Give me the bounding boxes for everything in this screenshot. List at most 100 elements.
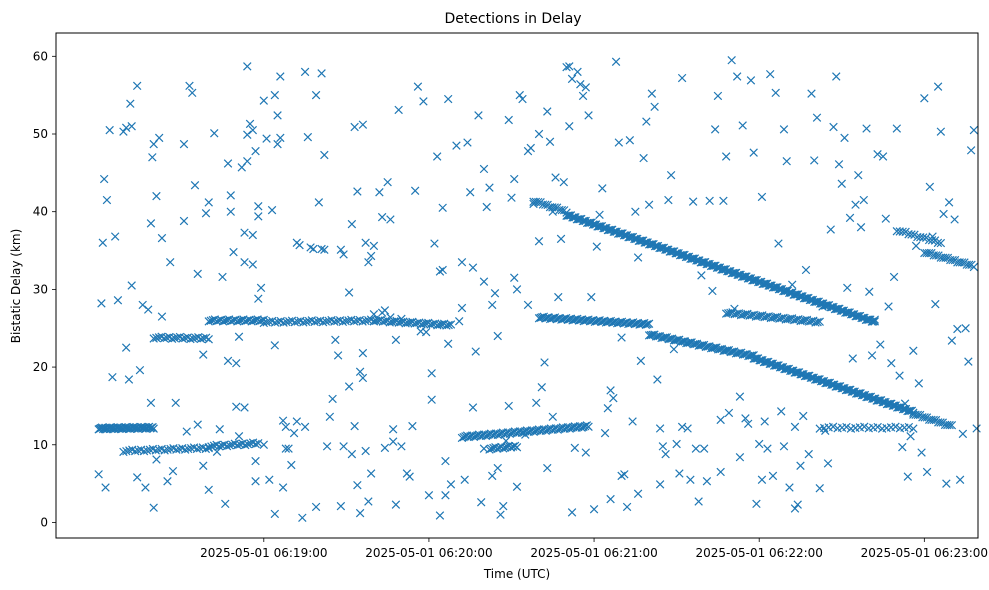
data-point-scatter: [380, 443, 390, 453]
data-point-scatter: [333, 351, 343, 360]
data-point-scatter: [534, 129, 544, 139]
data-point-scatter: [432, 152, 442, 161]
data-point-scatter: [655, 480, 665, 489]
data-point-scatter: [234, 332, 244, 342]
data-point-scatter: [556, 234, 566, 244]
data-point-scatter: [397, 314, 406, 324]
data-point-scatter: [499, 501, 508, 511]
data-point-scatter: [510, 273, 519, 282]
data-point-scatter: [355, 508, 365, 518]
data-point-track-k: [723, 267, 732, 276]
data-point-scatter: [565, 122, 574, 131]
data-point-scatter: [146, 219, 156, 228]
data-point-scatter: [942, 479, 951, 488]
data-point-track-n: [873, 396, 883, 405]
data-point-track-s: [941, 253, 950, 262]
data-point-scatter: [438, 265, 447, 275]
data-point-track-n: [868, 394, 877, 404]
data-point-scatter: [787, 280, 797, 289]
data-point-scatter: [199, 350, 208, 359]
data-point-scatter: [248, 260, 258, 269]
y-tick-label: 30: [33, 282, 48, 296]
data-point-scatter: [554, 292, 563, 302]
data-point-track-n: [878, 398, 887, 407]
data-point-scatter: [232, 402, 241, 411]
data-point-scatter: [479, 444, 489, 453]
data-point-scatter: [939, 209, 948, 219]
data-point-track-k: [754, 277, 763, 287]
data-point-scatter: [713, 91, 723, 101]
data-point-scatter: [548, 207, 558, 216]
data-point-track-k: [805, 295, 815, 305]
data-point-scatter: [126, 99, 135, 108]
data-point-scatter: [482, 202, 491, 212]
data-point-scatter: [441, 491, 450, 500]
data-point-scatter: [391, 500, 401, 509]
data-point-track-n: [765, 359, 775, 369]
data-point-scatter: [719, 196, 728, 206]
data-point-scatter: [364, 497, 373, 506]
data-point-scatter: [752, 499, 761, 509]
data-point-scatter: [441, 456, 450, 466]
data-point-scatter: [661, 449, 670, 459]
data-point-scatter: [300, 422, 310, 432]
data-point-scatter: [110, 232, 120, 241]
data-point-scatter: [375, 188, 384, 197]
data-point-scatter: [243, 62, 252, 71]
data-point-track-e: [204, 443, 213, 452]
y-tick-label: 0: [40, 515, 48, 529]
data-point-track-n: [888, 401, 898, 410]
data-point-track-n: [771, 361, 780, 370]
data-point-track-k: [801, 293, 810, 303]
data-point-scatter: [633, 253, 643, 262]
data-point-scatter: [782, 156, 791, 166]
data-point-scatter: [204, 198, 213, 207]
data-point-scatter: [276, 72, 285, 81]
data-point-scatter: [881, 214, 891, 223]
data-point-scatter: [223, 159, 233, 168]
data-point-scatter: [240, 403, 249, 412]
data-point-scatter: [413, 82, 423, 91]
data-point-scatter: [254, 202, 263, 211]
data-point-track-m: [676, 337, 686, 346]
data-point-track-k: [656, 243, 666, 253]
data-point-scatter: [488, 471, 497, 481]
data-point-scatter: [774, 239, 783, 248]
data-point-track-h: [584, 422, 593, 431]
data-point-scatter: [358, 120, 368, 129]
data-point-scatter: [617, 333, 626, 342]
data-point-scatter: [551, 173, 560, 182]
data-point-scatter: [421, 327, 431, 337]
data-point-scatter: [521, 430, 530, 439]
data-point-track-o: [920, 413, 929, 422]
data-point-scatter: [328, 394, 337, 404]
data-point-track-m: [646, 330, 656, 340]
data-point-track-c: [178, 334, 187, 343]
data-point-scatter: [493, 463, 502, 473]
data-point-scatter: [928, 232, 937, 241]
data-point-scatter: [218, 272, 227, 282]
data-point-scatter: [793, 500, 802, 509]
data-point-track-c: [152, 333, 161, 343]
data-point-scatter: [642, 117, 651, 126]
data-point-scatter: [388, 425, 398, 434]
data-point-scatter: [543, 107, 552, 116]
data-point-scatter: [311, 502, 321, 512]
data-point-track-k: [718, 265, 728, 274]
y-tick-label: 50: [33, 127, 48, 141]
data-point-scatter: [889, 272, 899, 282]
data-point-scatter: [757, 192, 767, 202]
data-point-scatter: [281, 444, 291, 453]
data-point-track-m: [696, 341, 705, 350]
data-point-scatter: [119, 127, 128, 136]
data-point-scatter: [716, 467, 725, 477]
data-point-scatter: [361, 446, 370, 456]
data-point-scatter: [650, 102, 659, 112]
chart-title: Detections in Delay: [444, 11, 581, 27]
data-point-scatter: [631, 207, 640, 216]
data-point-scatter: [818, 302, 827, 311]
data-point-track-q: [904, 422, 914, 432]
data-point-scatter: [226, 207, 235, 216]
data-point-track-o: [936, 418, 945, 427]
data-point-track-e: [251, 439, 260, 449]
